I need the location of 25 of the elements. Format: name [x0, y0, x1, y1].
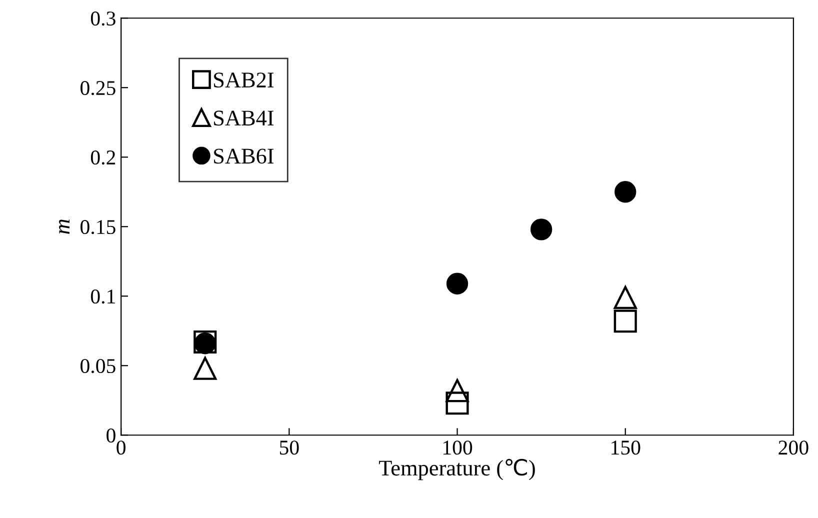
point — [614, 286, 637, 310]
legend-label: SAB6I — [214, 148, 274, 164]
x-axis-title: Temperature (℃) — [379, 458, 535, 480]
y-tick-label: 0.2 — [90, 150, 116, 165]
point — [446, 379, 469, 402]
x-tick-label: 150 — [612, 440, 640, 455]
point — [446, 392, 469, 415]
point — [194, 356, 217, 380]
legend-label: SAB2I — [214, 72, 274, 88]
point — [614, 181, 636, 203]
legend-label: SAB4I — [214, 110, 274, 126]
y-tick-label: 0.25 — [80, 81, 116, 96]
point — [614, 310, 637, 333]
point — [446, 272, 468, 294]
x-tick-label: 50 — [280, 440, 299, 455]
x-tick-label: 100 — [443, 440, 472, 455]
x-tick-label: 200 — [778, 440, 808, 455]
y-tick-label: 0.05 — [80, 358, 116, 374]
y-tick-label: 0.15 — [80, 220, 116, 234]
y-tick-label: 0 — [106, 428, 116, 443]
y-tick-label: 0.1 — [90, 289, 115, 304]
x-tick-label: 0 — [116, 440, 126, 455]
point — [530, 218, 552, 240]
y-tick-label: 0.3 — [90, 12, 116, 26]
y-axis-title: m — [58, 220, 70, 234]
